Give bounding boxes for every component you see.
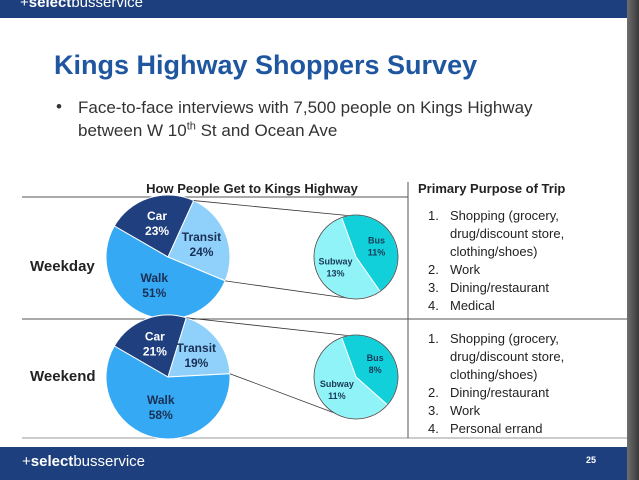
sub-label-subway: Subway	[319, 257, 353, 267]
bottom-brand-logo: +selectbusservice	[22, 453, 145, 470]
pie-slice-walk	[105, 345, 231, 440]
slice-label-walk: Walk	[147, 393, 175, 407]
slice-value-walk: 58%	[149, 408, 173, 422]
slice-value-transit: 19%	[184, 356, 208, 370]
sub-value-bus: 11%	[368, 247, 386, 257]
purpose-item: 2. Work	[428, 261, 620, 279]
slice-value-walk: 51%	[142, 286, 166, 300]
sub-pie-outline	[313, 214, 399, 300]
bullet-text-end: St and Ocean Ave	[195, 121, 338, 140]
purpose-header: Primary Purpose of Trip	[418, 181, 566, 196]
sub-value-subway: 13%	[327, 269, 345, 279]
purpose-item-text: Work	[450, 262, 481, 277]
mode-share-charts: How People Get to Kings Highway Weekday C…	[22, 181, 627, 440]
purpose-item-number: 1.	[428, 331, 439, 346]
slice-label-transit: Transit	[182, 230, 221, 244]
bullet-text: Face-to-face interviews with 7,500 peopl…	[78, 96, 598, 142]
purpose-item-text: Shopping (grocery, drug/discount store, …	[450, 208, 565, 259]
weekday-purpose-list: 1. Shopping (grocery, drug/discount store…	[428, 207, 620, 315]
purpose-item: 1. Shopping (grocery, drug/discount store…	[428, 330, 620, 384]
purpose-item-number: 4.	[428, 421, 439, 436]
brand-bold: select	[28, 0, 72, 11]
slide-title: Kings Highway Shoppers Survey	[54, 50, 478, 80]
connector-line-top	[186, 317, 349, 337]
pie-slice-car	[113, 314, 187, 378]
page-number: 25	[586, 455, 597, 465]
top-brand-bar: +selectbusservice	[0, 0, 627, 18]
brand-prefix: +	[22, 453, 31, 470]
pie-slice-car	[113, 194, 195, 258]
slice-value-car: 23%	[145, 224, 169, 238]
purpose-item: 3. Work	[428, 402, 620, 420]
slice-value-car: 21%	[143, 345, 167, 359]
connector-line-bottom	[225, 280, 349, 299]
purpose-item-number: 3.	[428, 403, 439, 418]
pie-slice-transit	[167, 199, 231, 282]
brand-bold: select	[30, 453, 74, 470]
purpose-item-text: Medical	[450, 298, 495, 313]
purpose-item: 3. Dining/restaurant	[428, 279, 620, 297]
purpose-item: 4. Personal errand	[428, 420, 620, 438]
chart-dividers	[22, 182, 627, 439]
connector-line-bottom	[229, 373, 349, 419]
purpose-item-number: 2.	[428, 385, 439, 400]
purpose-item: 4. Medical	[428, 297, 620, 315]
pie-slice-transit	[167, 317, 231, 378]
purpose-item-text: Shopping (grocery, drug/discount store, …	[450, 331, 565, 382]
purpose-item: 1. Shopping (grocery, drug/discount store…	[428, 207, 620, 261]
group-label: Weekend	[30, 368, 96, 385]
sub-value-subway: 11%	[328, 391, 346, 401]
purpose-item-text: Personal errand	[450, 421, 543, 436]
purpose-item-number: 4.	[428, 298, 439, 313]
slice-label-transit: Transit	[177, 341, 216, 355]
brand-rest: busservice	[73, 453, 146, 470]
brand-rest: busservice	[71, 0, 144, 11]
purpose-item-number: 2.	[428, 262, 439, 277]
bullet-text-main: Face-to-face interviews with 7,500 peopl…	[78, 98, 533, 140]
sub-value-bus: 8%	[369, 365, 382, 375]
weekend-purpose-list: 1. Shopping (grocery, drug/discount store…	[428, 330, 620, 438]
sub-pie-outline	[313, 334, 399, 420]
sub-label-bus: Bus	[367, 353, 384, 363]
slice-value-transit: 24%	[189, 245, 213, 259]
top-brand-logo: +selectbusservice	[20, 0, 143, 11]
bullet-marker: •	[56, 97, 62, 116]
window-edge	[627, 0, 639, 480]
bottom-brand-bar: +selectbusservice 25	[0, 447, 627, 480]
sub-label-subway: Subway	[320, 379, 354, 389]
purpose-item-text: Work	[450, 403, 481, 418]
slice-label-car: Car	[147, 209, 167, 223]
purpose-item-number: 3.	[428, 280, 439, 295]
bullet-superscript: th	[186, 120, 196, 133]
brand-prefix: +	[20, 0, 29, 11]
purpose-item-text: Dining/restaurant	[450, 385, 549, 400]
pie-slice-walk	[105, 225, 226, 320]
connector-line-top	[193, 200, 349, 217]
group-label: Weekday	[30, 258, 95, 275]
slice-label-walk: Walk	[140, 271, 168, 285]
purpose-item-number: 1.	[428, 208, 439, 223]
sub-label-bus: Bus	[368, 235, 385, 245]
slice-label-car: Car	[145, 330, 165, 344]
purpose-item-text: Dining/restaurant	[450, 280, 549, 295]
chart-title: How People Get to Kings Highway	[146, 181, 358, 196]
purpose-item: 2. Dining/restaurant	[428, 384, 620, 402]
